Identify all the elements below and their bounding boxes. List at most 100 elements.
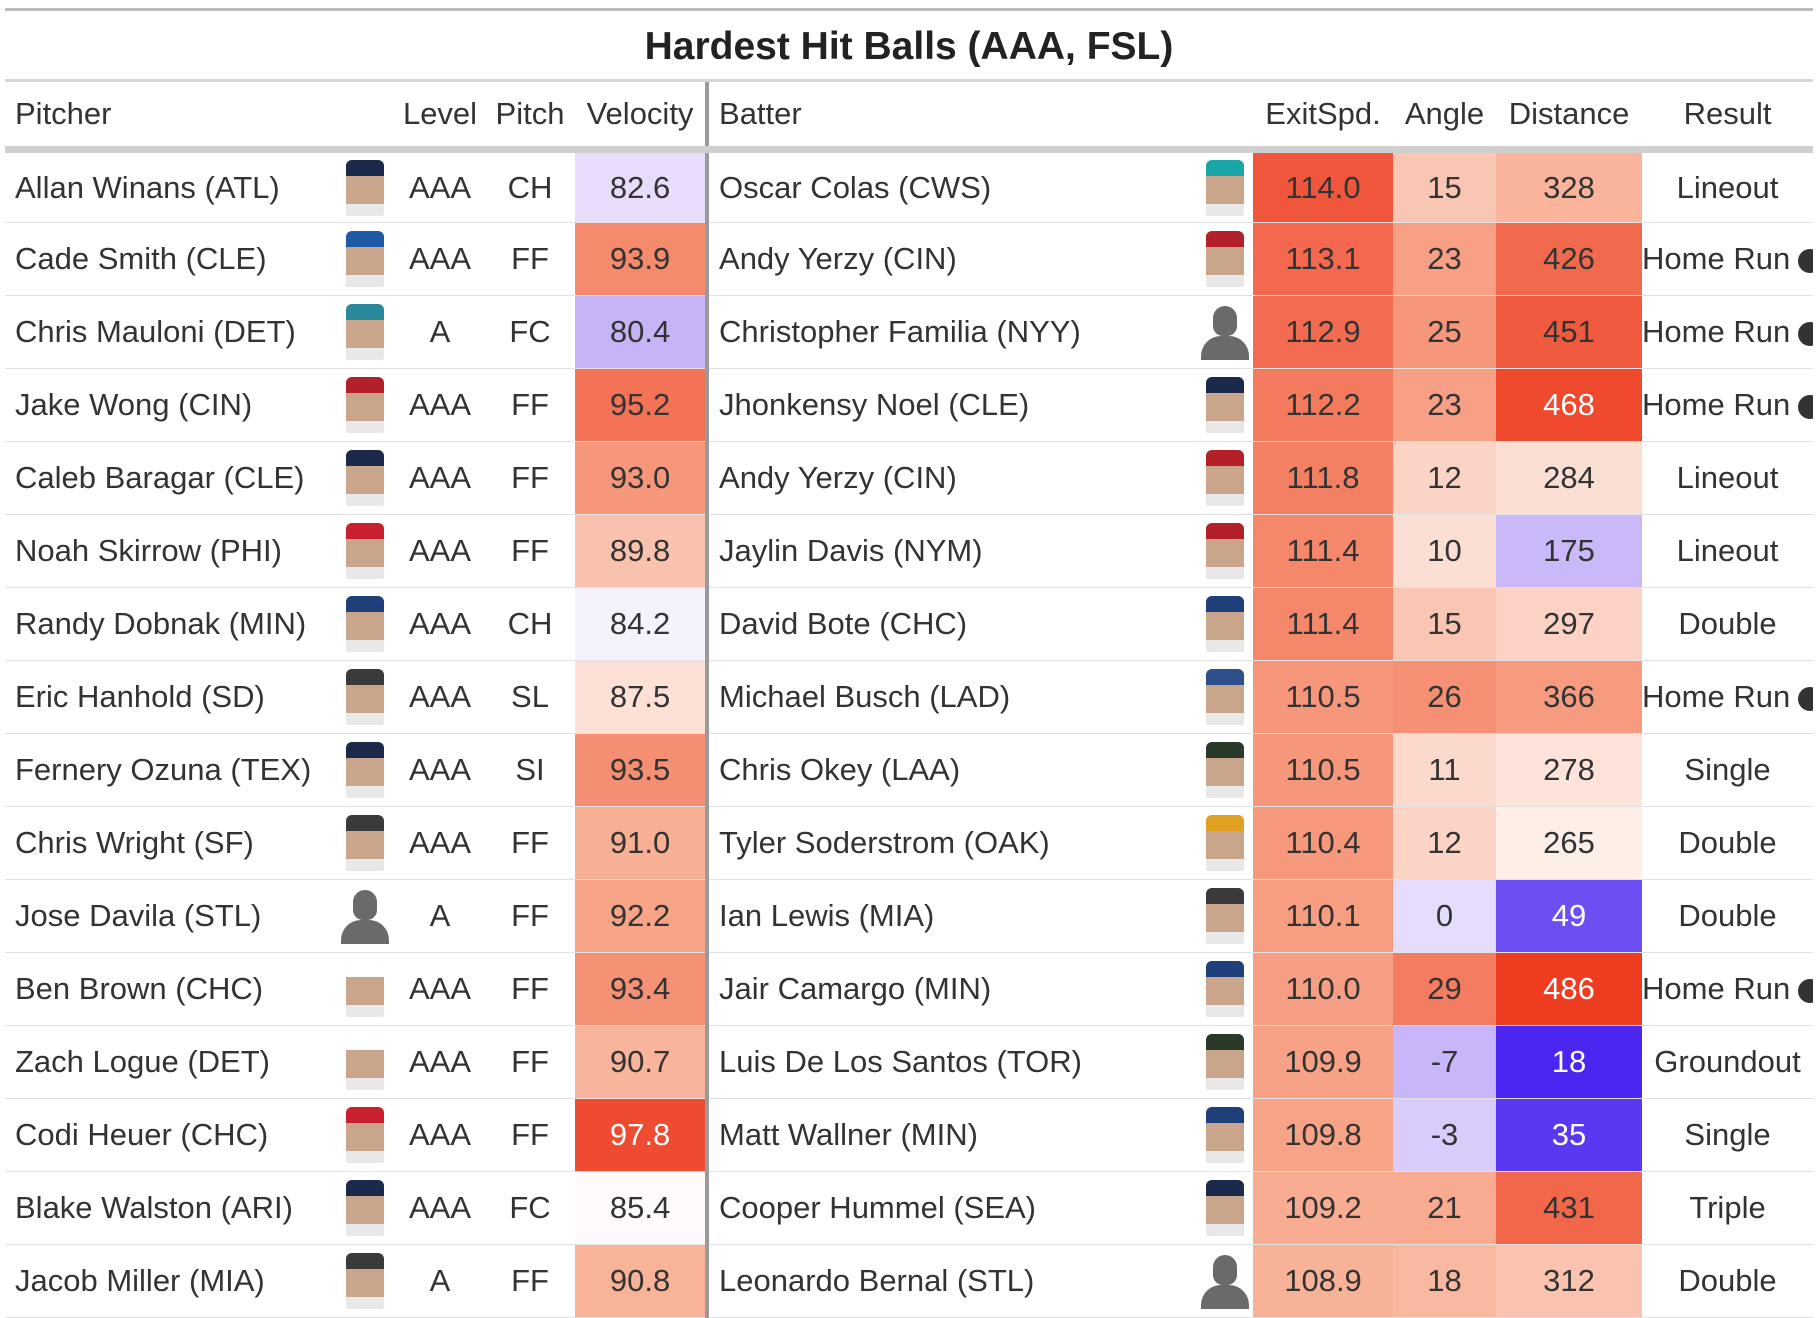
level-cell: AAA <box>409 533 472 568</box>
angle-cell: 26 <box>1393 660 1497 734</box>
pitcher-name[interactable]: Caleb Baragar (CLE) <box>15 460 305 495</box>
batter-cell <box>1197 734 1253 807</box>
table-row[interactable]: Allan Winans (ATL) AAA CH 82.6 Oscar Colas (… <box>5 149 1814 223</box>
table-row[interactable]: Zach Logue (DET) AAA FF 90.7 Luis De Los San… <box>5 1025 1814 1099</box>
batter-cell <box>1197 442 1253 515</box>
pitcher-name[interactable]: Chris Mauloni (DET) <box>15 314 296 349</box>
pitcher-name[interactable]: Fernery Ozuna (TEX) <box>15 752 312 787</box>
batter-name[interactable]: Michael Busch (LAD) <box>719 679 1011 714</box>
table-row[interactable]: Chris Mauloni (DET) A FC 80.4 Christopher Fa… <box>5 295 1814 369</box>
velocity-cell: 85.4 <box>575 1171 710 1245</box>
result-label: Lineout <box>1676 169 1779 205</box>
table-row[interactable]: Cade Smith (CLE) AAA FF 93.9 Andy Yerzy (CIN… <box>5 222 1814 296</box>
pitch-type-cell: SI <box>515 752 545 787</box>
exit-speed-cell: 109.2 <box>1253 1171 1394 1245</box>
pitcher-name[interactable]: Blake Walston (ARI) <box>15 1190 293 1225</box>
result-cell: Home Run <box>1642 953 1814 1026</box>
result-label: Home Run <box>1642 241 1791 276</box>
pitcher-name[interactable]: Jacob Miller (MIA) <box>15 1263 265 1298</box>
bomb-icon <box>1798 321 1814 346</box>
result-label: Home Run <box>1642 679 1791 714</box>
result-cell: Double <box>1642 880 1813 953</box>
table-row[interactable]: Fernery Ozuna (TEX) AAA SI 93.5 Chris Okey (… <box>5 733 1814 807</box>
table-row[interactable]: Noah Skirrow (PHI) AAA FF 89.8 Jaylin Davis … <box>5 514 1814 588</box>
col-header-batter[interactable]: Batter <box>719 96 802 131</box>
table-row[interactable]: Blake Walston (ARI) AAA FC 85.4 Cooper Humme… <box>5 1171 1814 1245</box>
pitcher-name[interactable]: Codi Heuer (CHC) <box>15 1117 269 1152</box>
batter-name[interactable]: Luis De Los Santos (TOR) <box>719 1044 1082 1079</box>
exit-speed-cell: 110.0 <box>1253 952 1394 1026</box>
batter-cell <box>1197 1026 1253 1099</box>
col-header-exit-speed[interactable]: ExitSpd. <box>1265 96 1381 131</box>
batter-name[interactable]: Chris Okey (LAA) <box>719 752 961 787</box>
exit-speed-cell: 110.1 <box>1253 879 1394 953</box>
angle-cell: 11 <box>1393 733 1497 807</box>
pitcher-cell <box>335 1245 395 1318</box>
batter-name[interactable]: Jhonkensy Noel (CLE) <box>719 387 1030 422</box>
batter-headshot-icon <box>1206 815 1245 871</box>
pitcher-headshot-icon <box>346 304 384 360</box>
batter-name[interactable]: Christopher Familia (NYY) <box>719 314 1081 349</box>
batter-name[interactable]: Tyler Soderstrom (OAK) <box>719 825 1050 860</box>
distance-cell: 265 <box>1496 806 1643 880</box>
velocity-cell: 93.9 <box>575 222 710 296</box>
table-row[interactable]: Jake Wong (CIN) AAA FF 95.2 Jhonkensy Noel (… <box>5 368 1814 442</box>
angle-cell: 23 <box>1393 222 1497 296</box>
level-cell: AAA <box>409 241 472 276</box>
pitcher-name[interactable]: Noah Skirrow (PHI) <box>15 533 282 568</box>
distance-cell: 312 <box>1496 1244 1643 1318</box>
table-row[interactable]: Caleb Baragar (CLE) AAA FF 93.0 Andy Yerzy (… <box>5 441 1814 515</box>
table-row[interactable]: Codi Heuer (CHC) AAA FF 97.8 Matt Wallner (M… <box>5 1098 1814 1172</box>
table-row[interactable]: Jose Davila (STL) A FF 92.2 Ian Lewis (MIA) 1… <box>5 879 1814 953</box>
angle-cell: 15 <box>1393 587 1497 661</box>
result-cell: Home Run <box>1642 296 1814 369</box>
table-row[interactable]: Chris Wright (SF) AAA FF 91.0 Tyler Soderstr… <box>5 806 1814 880</box>
col-header-result[interactable]: Result <box>1683 96 1772 131</box>
table-row[interactable]: Jacob Miller (MIA) A FF 90.8 Leonardo Bernal… <box>5 1244 1814 1318</box>
col-header-pitch[interactable]: Pitch <box>495 96 565 131</box>
distance-cell: 297 <box>1496 587 1643 661</box>
angle-cell: 23 <box>1393 368 1497 442</box>
table-row[interactable]: Eric Hanhold (SD) AAA SL 87.5 Michael Busch … <box>5 660 1814 734</box>
pitcher-name[interactable]: Allan Winans (ATL) <box>15 169 280 205</box>
batter-name[interactable]: Matt Wallner (MIN) <box>719 1117 978 1152</box>
batter-cell <box>1197 1172 1253 1245</box>
col-header-pitcher[interactable]: Pitcher <box>15 96 112 131</box>
batter-name[interactable]: Leonardo Bernal (STL) <box>719 1263 1035 1298</box>
batter-name[interactable]: Oscar Colas (CWS) <box>719 169 992 205</box>
col-header-level[interactable]: Level <box>402 96 478 131</box>
batter-name[interactable]: Ian Lewis (MIA) <box>719 898 935 933</box>
batter-headshot-icon <box>1206 596 1245 652</box>
batter-name[interactable]: Jaylin Davis (NYM) <box>719 533 983 568</box>
pitcher-name[interactable]: Chris Wright (SF) <box>15 825 254 860</box>
result-cell: Single <box>1642 1099 1813 1172</box>
batter-name[interactable]: Andy Yerzy (CIN) <box>719 460 957 495</box>
table-row[interactable]: Randy Dobnak (MIN) AAA CH 84.2 David Bote (C… <box>5 587 1814 661</box>
level-cell: AAA <box>409 825 472 860</box>
pitcher-name[interactable]: Ben Brown (CHC) <box>15 971 264 1006</box>
col-header-velocity[interactable]: Velocity <box>575 82 710 150</box>
pitcher-name[interactable]: Zach Logue (DET) <box>15 1044 270 1079</box>
exit-speed-cell: 112.9 <box>1253 295 1394 369</box>
pitcher-name[interactable]: Cade Smith (CLE) <box>15 241 267 276</box>
batter-name[interactable]: Cooper Hummel (SEA) <box>719 1190 1036 1225</box>
pitcher-name[interactable]: Jose Davila (STL) <box>15 898 262 933</box>
pitcher-cell <box>335 150 395 223</box>
col-header-distance[interactable]: Distance <box>1508 96 1630 131</box>
exit-speed-cell: 110.5 <box>1253 660 1394 734</box>
pitcher-name[interactable]: Eric Hanhold (SD) <box>15 679 265 714</box>
table-row[interactable]: Ben Brown (CHC) AAA FF 93.4 Jair Camargo (MI… <box>5 952 1814 1026</box>
batter-name[interactable]: Andy Yerzy (CIN) <box>719 241 957 276</box>
batter-name[interactable]: David Bote (CHC) <box>719 606 968 641</box>
col-header-angle[interactable]: Angle <box>1404 96 1485 131</box>
velocity-cell: 93.5 <box>575 733 710 807</box>
pitch-type-cell: FF <box>511 387 549 422</box>
pitcher-cell <box>335 1099 395 1172</box>
velocity-cell: 93.0 <box>575 441 710 515</box>
level-cell: AAA <box>409 1117 472 1152</box>
exit-speed-cell: 108.9 <box>1253 1244 1394 1318</box>
pitcher-name[interactable]: Jake Wong (CIN) <box>15 387 253 422</box>
batter-name[interactable]: Jair Camargo (MIN) <box>719 971 992 1006</box>
pitcher-name[interactable]: Randy Dobnak (MIN) <box>15 606 307 641</box>
exit-speed-cell: 112.2 <box>1253 368 1394 442</box>
